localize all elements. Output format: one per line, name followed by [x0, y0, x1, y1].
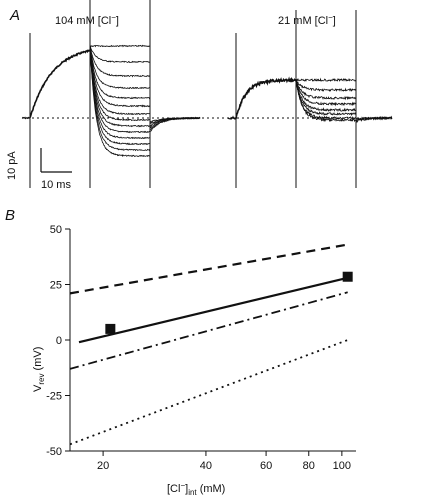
data-point-marker [342, 271, 353, 282]
x-axis-ticks: 20 40 60 80 100 [97, 451, 351, 472]
x-tick-label: 100 [333, 460, 351, 472]
test-pulse-current-trace [89, 45, 151, 108]
y-tick-label: 50 [50, 224, 62, 236]
scale-bar-time-label: 10 ms [41, 179, 71, 191]
test-pulse-current-trace [89, 45, 151, 146]
test-pulse-current-trace [295, 80, 357, 121]
x-tick-label: 80 [303, 460, 315, 472]
current-family-21mm [227, 10, 393, 188]
test-pulse-current-trace [89, 45, 150, 64]
panel-a-letter: A [9, 7, 20, 24]
test-pulse-current-trace [295, 80, 357, 101]
dotted-line [69, 339, 348, 446]
panel-b-reversal-plot: B 50 25 0 -25 -50 20 40 60 80 100 Vrev (mV) [Cl−… [5, 207, 356, 497]
test-pulse-current-trace [295, 79, 357, 123]
test-pulse-current-trace [89, 45, 151, 128]
y-tick-label: 25 [50, 280, 62, 292]
tail-current-trace [355, 115, 393, 124]
test-pulse-current-trace [89, 46, 151, 152]
test-pulse-current-trace [89, 46, 151, 116]
y-tick-label: -25 [46, 391, 62, 403]
test-pulse-current-trace [295, 79, 357, 112]
scale-bar: 10 pA 10 ms [6, 148, 72, 191]
solid-line [78, 276, 348, 344]
y-tick-label: -50 [46, 446, 62, 458]
test-pulse-current-trace [295, 80, 357, 117]
test-pulse-current-trace [89, 46, 151, 78]
x-tick-label: 20 [97, 460, 109, 472]
x-tick-label: 60 [260, 460, 272, 472]
test-pulse-current-trace [89, 46, 151, 140]
panel-b-letter: B [5, 207, 15, 224]
y-axis-label: Vrev (mV) [32, 347, 46, 392]
test-pulse-current-trace [89, 45, 151, 158]
y-axis-ticks: 50 25 0 -25 -50 [46, 224, 70, 458]
test-pulse-current-trace [89, 44, 151, 48]
trace-label-21mm: 21 mM [Cl−] [278, 13, 336, 27]
x-tick-label: 40 [200, 460, 212, 472]
test-pulse-current-trace [295, 79, 357, 92]
dashed-line [69, 243, 348, 295]
test-pulse-current-trace [89, 46, 151, 122]
activation-current-trace [235, 76, 297, 119]
tail-current-trace [149, 116, 201, 132]
x-axis-label: [Cl−]int (mM) [167, 481, 225, 497]
holding-current-trace [21, 116, 31, 120]
trace-label-104mm: 104 mM [Cl−] [55, 13, 119, 27]
activation-current-trace [29, 49, 91, 118]
data-point-marker [105, 323, 116, 334]
test-pulse-current-trace [295, 77, 357, 82]
prediction-lines [69, 243, 348, 446]
data-points [105, 271, 353, 334]
test-pulse-current-trace [89, 45, 151, 90]
holding-current-trace [227, 115, 237, 120]
test-pulse-current-trace [89, 45, 151, 100]
current-family-104mm [21, 0, 201, 188]
test-pulse-current-trace [295, 80, 357, 107]
y-tick-label: 0 [56, 335, 62, 347]
scale-bar-current-label: 10 pA [6, 151, 18, 180]
panel-a-current-traces: A 104 mM [Cl−] 21 mM [Cl−] 10 pA 10 ms [6, 0, 393, 191]
test-pulse-current-trace [89, 45, 151, 134]
